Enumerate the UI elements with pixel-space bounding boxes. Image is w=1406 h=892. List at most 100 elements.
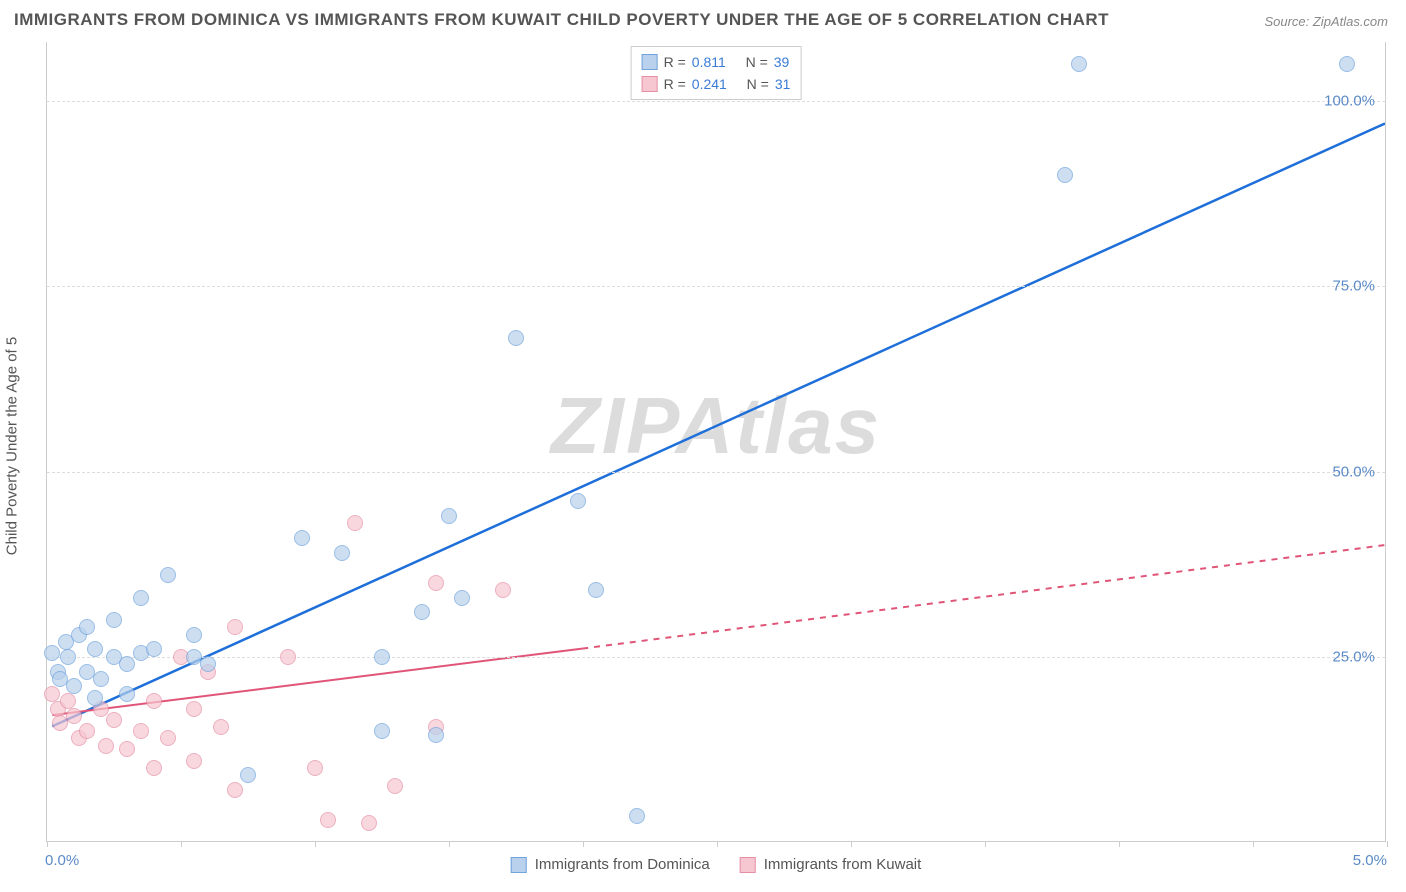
scatter-point-pink xyxy=(44,686,60,702)
legend-series: Immigrants from Dominica Immigrants from… xyxy=(511,856,922,873)
x-tick xyxy=(315,841,316,847)
scatter-point-blue xyxy=(454,590,470,606)
y-tick-label: 75.0% xyxy=(1332,278,1375,295)
legend-row-pink: R = 0.241 N = 31 xyxy=(642,73,791,95)
x-tick xyxy=(851,841,852,847)
scatter-point-blue xyxy=(294,530,310,546)
source-name: ZipAtlas.com xyxy=(1313,14,1388,29)
scatter-point-pink xyxy=(320,812,336,828)
source-attribution: Source: ZipAtlas.com xyxy=(1264,14,1388,29)
scatter-point-blue xyxy=(133,590,149,606)
scatter-point-blue xyxy=(629,808,645,824)
legend-correlation: R = 0.811 N = 39 R = 0.241 N = 31 xyxy=(631,46,802,100)
y-tick-label: 25.0% xyxy=(1332,648,1375,665)
scatter-point-blue xyxy=(106,612,122,628)
r-label: R = xyxy=(664,73,686,95)
scatter-point-blue xyxy=(414,604,430,620)
scatter-point-blue xyxy=(374,723,390,739)
legend-label-blue: Immigrants from Dominica xyxy=(535,856,710,873)
x-tick xyxy=(181,841,182,847)
x-tick xyxy=(1253,841,1254,847)
scatter-point-pink xyxy=(66,708,82,724)
gridline xyxy=(47,657,1385,658)
scatter-point-pink xyxy=(160,730,176,746)
regression-lines-layer xyxy=(47,42,1385,841)
scatter-point-pink xyxy=(347,515,363,531)
r-label: R = xyxy=(664,51,686,73)
scatter-point-blue xyxy=(44,645,60,661)
x-tick xyxy=(47,841,48,847)
x-tick xyxy=(449,841,450,847)
watermark-text: ZIPAtlas xyxy=(551,380,881,472)
scatter-point-blue xyxy=(588,582,604,598)
r-value-blue: 0.811 xyxy=(692,51,726,73)
y-tick-label: 100.0% xyxy=(1324,93,1375,110)
swatch-pink-icon xyxy=(642,76,658,92)
scatter-point-blue xyxy=(87,641,103,657)
scatter-point-blue xyxy=(508,330,524,346)
scatter-point-pink xyxy=(146,760,162,776)
gridline xyxy=(47,286,1385,287)
scatter-point-pink xyxy=(387,778,403,794)
x-max-label: 5.0% xyxy=(1353,852,1387,869)
scatter-point-blue xyxy=(93,671,109,687)
scatter-point-pink xyxy=(119,741,135,757)
scatter-point-pink xyxy=(213,719,229,735)
scatter-point-pink xyxy=(79,723,95,739)
y-tick-label: 50.0% xyxy=(1332,463,1375,480)
scatter-point-blue xyxy=(186,627,202,643)
scatter-point-pink xyxy=(280,649,296,665)
scatter-point-pink xyxy=(106,712,122,728)
x-tick xyxy=(985,841,986,847)
scatter-point-blue xyxy=(60,649,76,665)
scatter-point-blue xyxy=(66,678,82,694)
regression-line xyxy=(582,545,1385,649)
x-tick xyxy=(717,841,718,847)
scatter-point-pink xyxy=(186,701,202,717)
x-min-label: 0.0% xyxy=(45,852,79,869)
x-tick xyxy=(583,841,584,847)
scatter-point-blue xyxy=(146,641,162,657)
scatter-point-blue xyxy=(119,656,135,672)
scatter-point-blue xyxy=(374,649,390,665)
chart-title: IMMIGRANTS FROM DOMINICA VS IMMIGRANTS F… xyxy=(14,10,1109,30)
y-axis-label: Child Poverty Under the Age of 5 xyxy=(4,337,21,555)
scatter-point-blue xyxy=(240,767,256,783)
scatter-point-pink xyxy=(133,723,149,739)
n-value-pink: 31 xyxy=(775,73,791,95)
scatter-point-pink xyxy=(307,760,323,776)
n-label: N = xyxy=(747,73,769,95)
source-prefix: Source: xyxy=(1264,14,1312,29)
scatter-point-pink xyxy=(227,782,243,798)
plot-area: ZIPAtlas R = 0.811 N = 39 R = 0.241 N = … xyxy=(46,42,1386,842)
scatter-point-blue xyxy=(570,493,586,509)
scatter-point-blue xyxy=(79,619,95,635)
scatter-point-blue xyxy=(1057,167,1073,183)
scatter-point-blue xyxy=(441,508,457,524)
regression-line xyxy=(52,123,1385,726)
legend-label-pink: Immigrants from Kuwait xyxy=(764,856,922,873)
scatter-point-pink xyxy=(428,575,444,591)
scatter-point-blue xyxy=(1071,56,1087,72)
x-tick xyxy=(1387,841,1388,847)
n-label: N = xyxy=(746,51,768,73)
chart-container: IMMIGRANTS FROM DOMINICA VS IMMIGRANTS F… xyxy=(0,0,1406,892)
scatter-point-blue xyxy=(1339,56,1355,72)
scatter-point-pink xyxy=(361,815,377,831)
scatter-point-blue xyxy=(87,690,103,706)
x-tick xyxy=(1119,841,1120,847)
swatch-pink-icon xyxy=(740,857,756,873)
scatter-point-pink xyxy=(186,753,202,769)
scatter-point-pink xyxy=(227,619,243,635)
scatter-point-blue xyxy=(428,727,444,743)
r-value-pink: 0.241 xyxy=(692,73,727,95)
scatter-point-blue xyxy=(200,656,216,672)
scatter-point-pink xyxy=(146,693,162,709)
scatter-point-pink xyxy=(98,738,114,754)
scatter-point-pink xyxy=(495,582,511,598)
scatter-point-blue xyxy=(160,567,176,583)
legend-row-blue: R = 0.811 N = 39 xyxy=(642,51,791,73)
swatch-blue-icon xyxy=(642,54,658,70)
swatch-blue-icon xyxy=(511,857,527,873)
legend-item-blue: Immigrants from Dominica xyxy=(511,856,710,873)
